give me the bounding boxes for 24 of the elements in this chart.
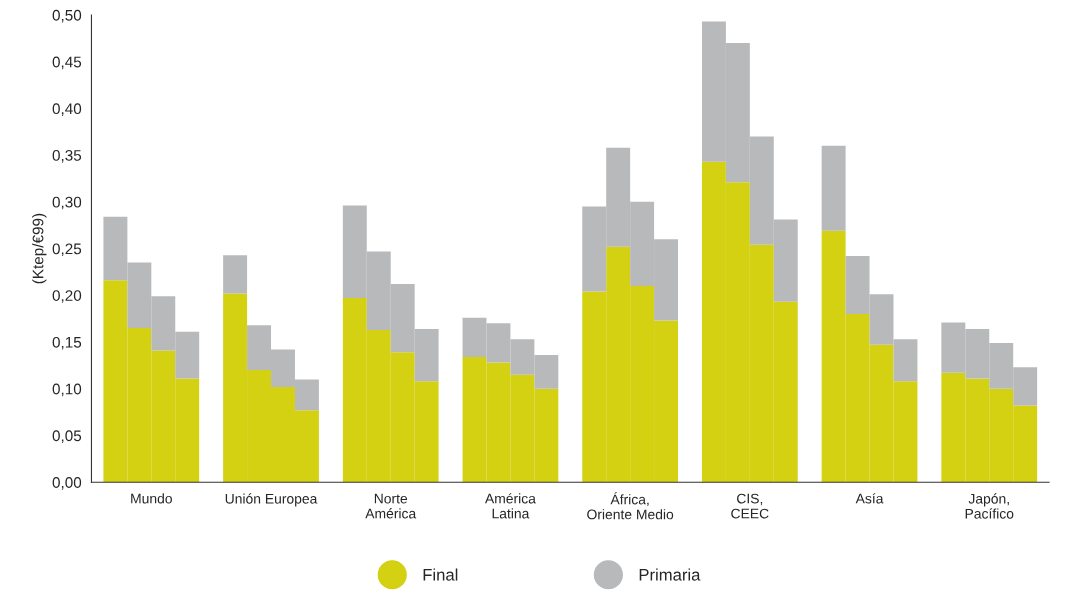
bar [821,145,846,231]
x-tick-label: Mundo [131,493,172,504]
legend-label: Final [423,568,458,581]
x-tick-label: América Latina [484,493,536,519]
x-tick-label: CIS, CEEC [731,493,769,519]
x-tick-label: África, Oriente Medio [587,492,674,520]
y-tick-label: 0,20 [52,290,82,303]
y-tick-label: 0,15 [52,336,82,350]
x-tick-label: Japón, Pacífico [965,493,1014,519]
y-tick-label: 0,00 [52,477,82,490]
x-tick-label: Asía [855,493,884,504]
y-axis-title: (Ktep/€99) [32,213,47,284]
y-tick-label: 0,35 [52,150,82,163]
y-tick-label: 0,45 [52,56,82,70]
y-tick-label: 0,50 [52,9,82,23]
y-tick-label: 0,40 [52,103,82,116]
y-tick-label: 0,05 [52,430,82,443]
y-tick-label: 0,10 [52,383,82,397]
y-tick-label: 0,25 [52,243,82,257]
legend-label: Primaria [639,568,701,581]
x-tick-label: Unión Europea [225,493,318,507]
x-tick-label: Norte América [365,493,417,519]
bar [223,255,248,294]
y-tick-label: 0,30 [52,196,82,210]
